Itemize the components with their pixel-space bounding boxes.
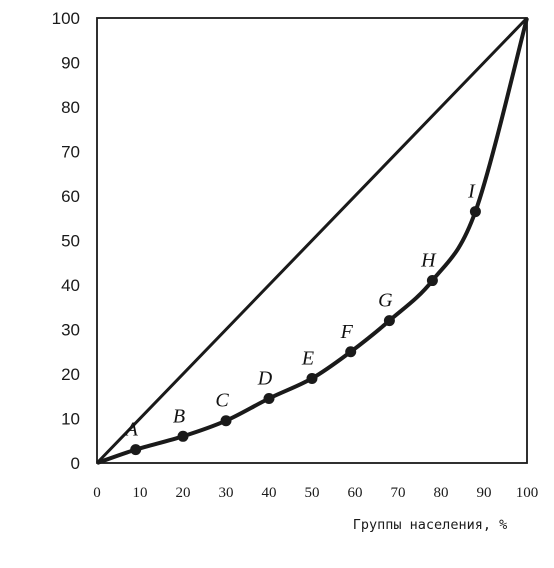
plot-frame [96, 17, 528, 464]
y-tick-label: 100 [52, 9, 80, 28]
data-point [345, 346, 357, 358]
point-label: A [124, 419, 139, 441]
y-tick-label: 90 [61, 54, 80, 73]
y-tick-label: 60 [61, 187, 80, 206]
point-labels-layer: A B C D E F G H I [124, 181, 476, 441]
y-tick-label: 10 [61, 410, 80, 429]
point-label: D [257, 367, 273, 389]
y-tick-label: 0 [71, 454, 80, 473]
x-tick-label: 90 [477, 485, 492, 501]
x-tick-label: 0 [93, 485, 101, 501]
y-tick-label: 50 [61, 232, 80, 251]
y-tick-label: 30 [61, 321, 80, 340]
data-point [177, 430, 189, 442]
point-label: B [173, 405, 185, 427]
y-tick-label: 20 [61, 365, 80, 384]
plot-area: A B C D E F G H I [95, 16, 529, 465]
x-tick-label: 20 [176, 485, 191, 501]
point-label: C [215, 390, 229, 412]
data-point [220, 415, 232, 427]
points-layer [130, 206, 481, 456]
series-layer [95, 16, 529, 465]
x-tick-label: 50 [305, 485, 320, 501]
point-label: F [340, 321, 354, 343]
y-tick-label: 40 [61, 276, 80, 295]
y-tick-label: 70 [61, 143, 80, 162]
x-tick-label: 70 [391, 485, 406, 501]
x-axis-label: Группы населения, % [353, 517, 507, 533]
y-axis-ticks: 0 10 20 30 40 50 60 70 80 90 100 [52, 9, 80, 473]
y-tick-label: 80 [61, 98, 80, 117]
point-label: I [467, 181, 476, 203]
data-point [306, 372, 318, 384]
x-tick-label: 10 [133, 485, 148, 501]
data-point [469, 206, 481, 218]
data-point [263, 392, 275, 404]
x-tick-label: 30 [219, 485, 234, 501]
equality-line [95, 16, 529, 465]
data-point [383, 315, 395, 327]
point-label: H [420, 250, 437, 272]
x-tick-label: 100 [516, 485, 539, 501]
x-tick-label: 40 [262, 485, 277, 501]
data-point [426, 275, 438, 287]
x-tick-label: 80 [434, 485, 449, 501]
x-axis-ticks: 0 10 20 30 40 50 60 70 80 90 100 [93, 485, 538, 501]
data-point [130, 444, 142, 456]
point-label: E [301, 347, 314, 369]
point-label: G [378, 290, 393, 312]
x-tick-label: 60 [348, 485, 363, 501]
